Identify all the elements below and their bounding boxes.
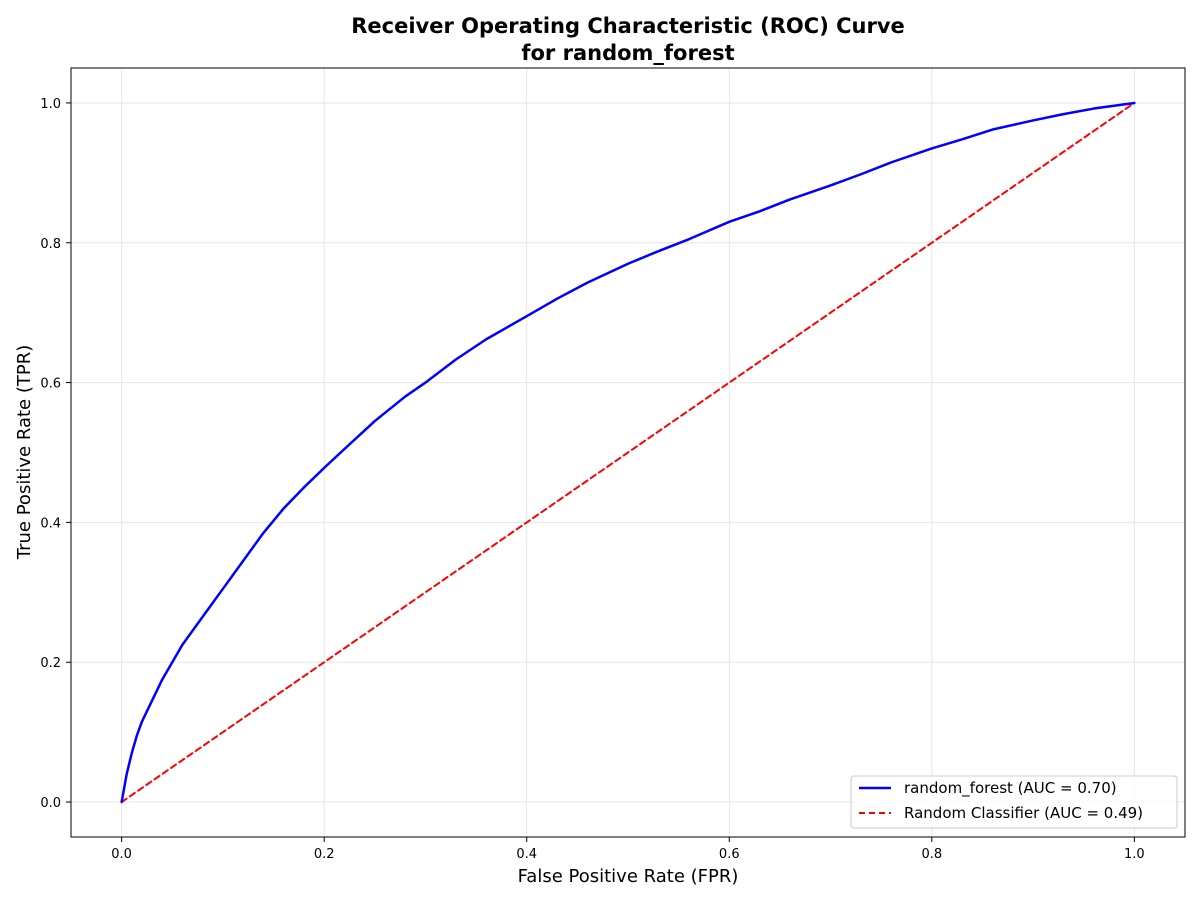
y-tick-label: 0.2 [40,656,61,671]
axis-ticks: 0.0 0.2 0.4 0.6 0.8 1.0 0.0 0.2 0.4 0.6 0.8 1.0 [40,97,1144,862]
plot-frame [70,67,1186,838]
y-tick-label: 0.4 [40,516,61,531]
roc-curve-line [120,101,1136,804]
legend-label-roc: random_forest (AUC = 0.70) [904,779,1117,798]
y-tick-label: 0.8 [40,237,61,252]
legend-label-random: Random Classifier (AUC = 0.49) [904,804,1143,822]
x-tick-label: 0.2 [314,847,335,862]
y-tick-label: 0.6 [40,377,61,392]
chart-title: Receiver Operating Characteristic (ROC) … [351,14,905,38]
x-axis-label: False Positive Rate (FPR) [518,866,739,887]
y-axis-label: True Positive Rate (TPR) [14,345,35,560]
series-layer [120,101,1136,804]
x-tick-label: 0.4 [516,847,537,862]
random-classifier-line [120,101,1136,804]
chart-subtitle: for random_forest [521,41,734,65]
x-tick-label: 0.0 [111,847,132,862]
legend: random_forest (AUC = 0.70) Random Classi… [850,775,1178,829]
y-tick-label: 0.0 [40,796,61,811]
y-tick-label: 1.0 [40,97,61,112]
grid-lines [71,68,1185,837]
x-tick-label: 0.8 [921,847,942,862]
x-tick-label: 0.6 [719,847,740,862]
legend-box [850,775,1178,829]
x-tick-label: 1.0 [1124,847,1145,862]
